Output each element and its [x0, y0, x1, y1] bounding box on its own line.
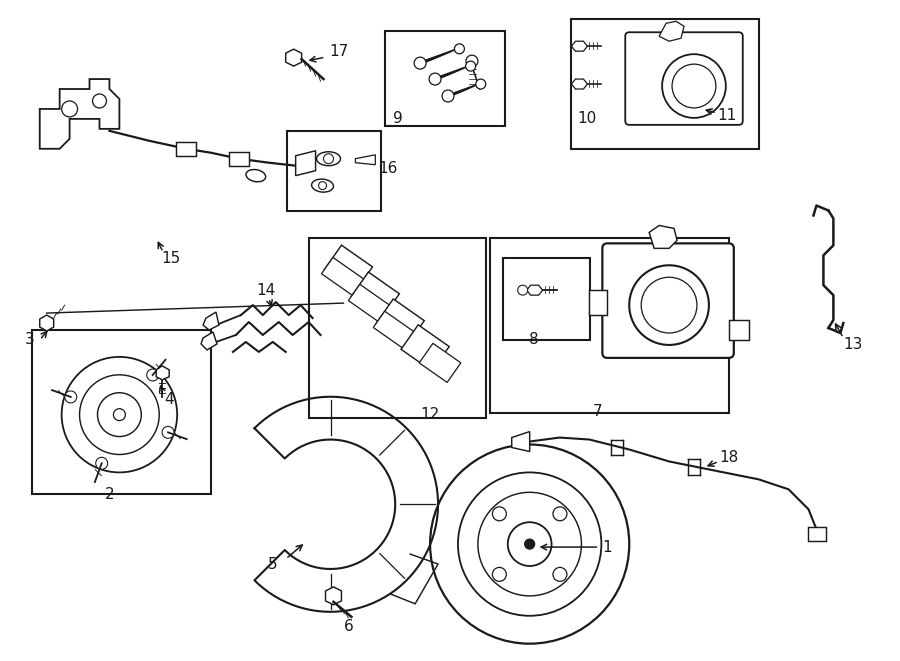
Circle shape — [518, 285, 527, 295]
Text: 8: 8 — [529, 332, 538, 348]
Polygon shape — [401, 325, 449, 371]
Text: 12: 12 — [420, 407, 440, 422]
Circle shape — [492, 507, 507, 521]
Circle shape — [323, 154, 334, 164]
Circle shape — [65, 391, 76, 403]
Bar — [385, 31, 505, 126]
Polygon shape — [203, 312, 219, 330]
Circle shape — [525, 539, 535, 549]
Polygon shape — [324, 245, 373, 292]
Bar — [572, 19, 759, 149]
Polygon shape — [590, 290, 608, 315]
Bar — [808, 527, 826, 541]
Text: 18: 18 — [719, 450, 738, 465]
Polygon shape — [40, 79, 120, 149]
Polygon shape — [348, 284, 391, 323]
Circle shape — [553, 567, 567, 581]
Polygon shape — [374, 311, 416, 349]
Bar — [309, 239, 486, 418]
Circle shape — [478, 492, 581, 596]
Polygon shape — [285, 49, 302, 66]
Text: 14: 14 — [256, 283, 275, 297]
Polygon shape — [356, 155, 375, 165]
Circle shape — [61, 101, 77, 117]
Circle shape — [553, 507, 567, 521]
Polygon shape — [729, 320, 749, 340]
Text: 16: 16 — [379, 161, 398, 176]
Circle shape — [442, 90, 454, 102]
Circle shape — [97, 393, 141, 436]
Polygon shape — [572, 79, 588, 89]
Text: 11: 11 — [717, 108, 736, 124]
Polygon shape — [40, 315, 54, 331]
Polygon shape — [321, 257, 364, 295]
Bar — [229, 152, 248, 166]
Circle shape — [113, 408, 125, 420]
Circle shape — [672, 64, 716, 108]
Circle shape — [414, 57, 426, 69]
Circle shape — [429, 73, 441, 85]
Text: 5: 5 — [268, 557, 277, 572]
Text: 1: 1 — [602, 539, 612, 555]
Bar — [32, 330, 211, 494]
Circle shape — [492, 567, 507, 581]
Polygon shape — [201, 332, 217, 350]
Text: 15: 15 — [162, 251, 181, 266]
Circle shape — [93, 94, 106, 108]
Ellipse shape — [246, 169, 266, 182]
Text: 3: 3 — [25, 332, 34, 348]
Polygon shape — [296, 151, 316, 176]
Circle shape — [508, 522, 552, 566]
Polygon shape — [526, 285, 543, 295]
Circle shape — [95, 457, 108, 469]
Text: 13: 13 — [843, 337, 863, 352]
Circle shape — [79, 375, 159, 455]
Polygon shape — [351, 272, 400, 318]
Circle shape — [466, 55, 478, 67]
Text: 4: 4 — [165, 392, 174, 407]
Text: 6: 6 — [344, 619, 354, 635]
Polygon shape — [659, 21, 684, 41]
Bar — [503, 258, 590, 340]
Bar — [176, 142, 196, 156]
Circle shape — [430, 444, 629, 644]
FancyBboxPatch shape — [602, 243, 734, 358]
Bar — [287, 131, 382, 210]
Circle shape — [61, 357, 177, 473]
Circle shape — [641, 277, 697, 333]
Polygon shape — [157, 366, 169, 380]
Circle shape — [476, 79, 486, 89]
Text: 9: 9 — [393, 112, 403, 126]
Circle shape — [458, 473, 601, 616]
FancyBboxPatch shape — [626, 32, 742, 125]
Circle shape — [662, 54, 725, 118]
Polygon shape — [376, 299, 424, 345]
Circle shape — [629, 265, 709, 345]
Text: 7: 7 — [592, 404, 602, 419]
Text: 17: 17 — [328, 44, 348, 59]
Polygon shape — [326, 587, 341, 605]
Circle shape — [319, 182, 327, 190]
Text: 10: 10 — [578, 112, 597, 126]
Polygon shape — [419, 343, 461, 383]
Ellipse shape — [317, 152, 340, 166]
Polygon shape — [572, 41, 588, 51]
Bar — [490, 239, 729, 412]
Ellipse shape — [311, 179, 334, 192]
Circle shape — [465, 61, 475, 71]
Polygon shape — [512, 432, 530, 451]
Polygon shape — [649, 225, 677, 249]
Circle shape — [454, 44, 464, 54]
Circle shape — [147, 369, 158, 381]
Circle shape — [162, 426, 174, 438]
Text: 2: 2 — [104, 486, 114, 502]
